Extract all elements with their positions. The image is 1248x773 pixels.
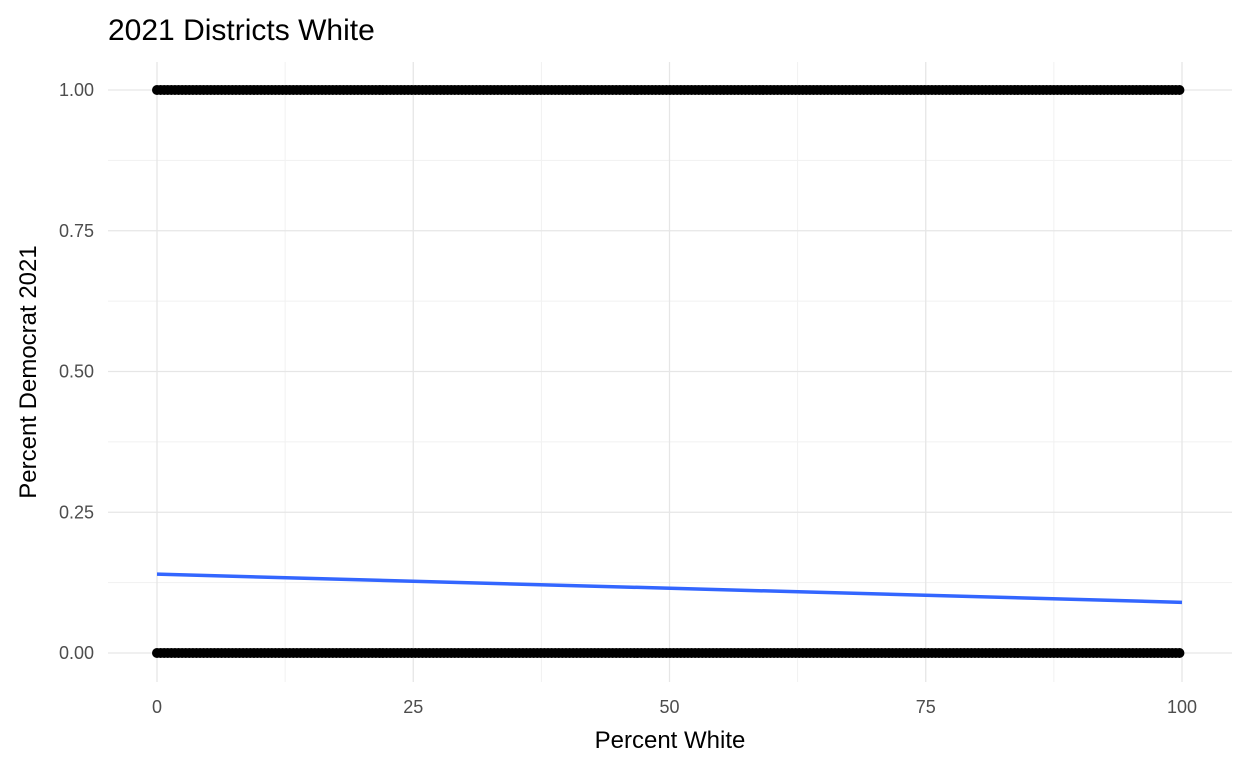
trend-line — [156, 572, 1183, 605]
x-axis-title: Percent White — [595, 727, 746, 754]
x-tick-label: 75 — [916, 697, 936, 717]
x-tick-label: 0 — [152, 697, 162, 717]
y-tick-label: 0.75 — [59, 221, 94, 241]
x-tick-label: 25 — [403, 697, 423, 717]
data-point — [1174, 85, 1185, 95]
chart-title: 2021 Districts White — [108, 14, 375, 47]
y-tick-label: 0.50 — [59, 362, 94, 382]
x-tick-label: 50 — [659, 697, 679, 717]
x-tick-label: 100 — [1167, 697, 1197, 717]
data-point — [1174, 648, 1185, 658]
y-tick-label: 0.25 — [59, 502, 94, 522]
y-axis-title: Percent Democrat 2021 — [15, 245, 42, 498]
y-axis-ticks: 0.00 0.25 0.50 0.75 1.00 — [59, 80, 94, 663]
data-points — [152, 85, 1185, 658]
trend-line-layer — [156, 572, 1183, 605]
y-tick-label: 1.00 — [59, 80, 94, 100]
x-axis-ticks: 0 25 50 75 100 — [152, 697, 1197, 717]
y-tick-label: 0.00 — [59, 643, 94, 663]
